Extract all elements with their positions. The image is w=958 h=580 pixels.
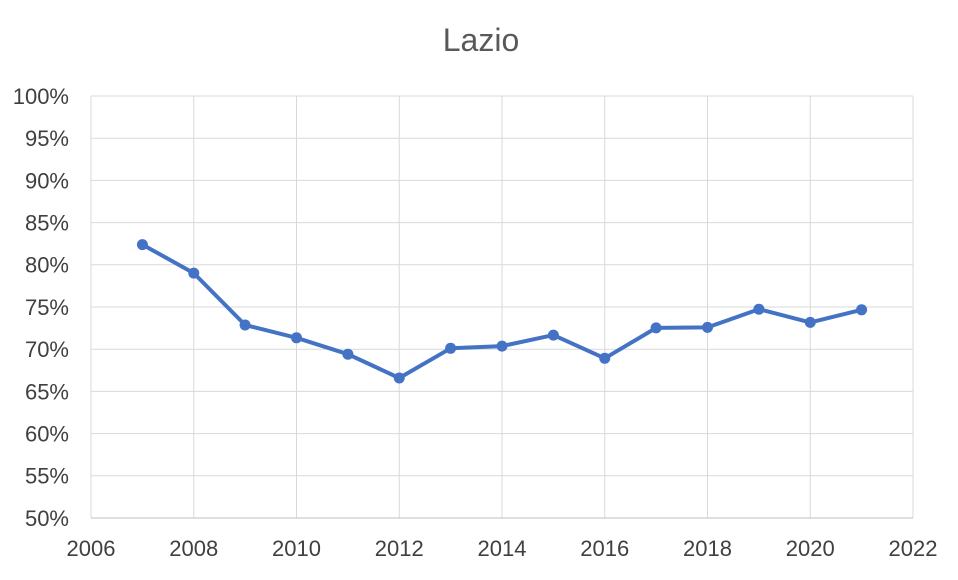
svg-text:50%: 50% bbox=[25, 506, 69, 531]
svg-text:80%: 80% bbox=[25, 253, 69, 278]
svg-text:100%: 100% bbox=[13, 84, 69, 109]
svg-text:2018: 2018 bbox=[683, 536, 732, 561]
svg-text:55%: 55% bbox=[25, 464, 69, 489]
svg-text:2006: 2006 bbox=[67, 536, 116, 561]
svg-text:2012: 2012 bbox=[375, 536, 424, 561]
svg-text:65%: 65% bbox=[25, 379, 69, 404]
svg-text:2010: 2010 bbox=[272, 536, 321, 561]
svg-text:2008: 2008 bbox=[169, 536, 218, 561]
svg-text:60%: 60% bbox=[25, 422, 69, 447]
svg-text:2022: 2022 bbox=[889, 536, 938, 561]
svg-text:2020: 2020 bbox=[786, 536, 835, 561]
svg-text:75%: 75% bbox=[25, 295, 69, 320]
svg-text:Lazio: Lazio bbox=[443, 22, 520, 58]
svg-text:90%: 90% bbox=[25, 168, 69, 193]
svg-text:95%: 95% bbox=[25, 126, 69, 151]
svg-text:85%: 85% bbox=[25, 211, 69, 236]
svg-text:70%: 70% bbox=[25, 337, 69, 362]
svg-text:2016: 2016 bbox=[580, 536, 629, 561]
svg-text:2014: 2014 bbox=[478, 536, 527, 561]
